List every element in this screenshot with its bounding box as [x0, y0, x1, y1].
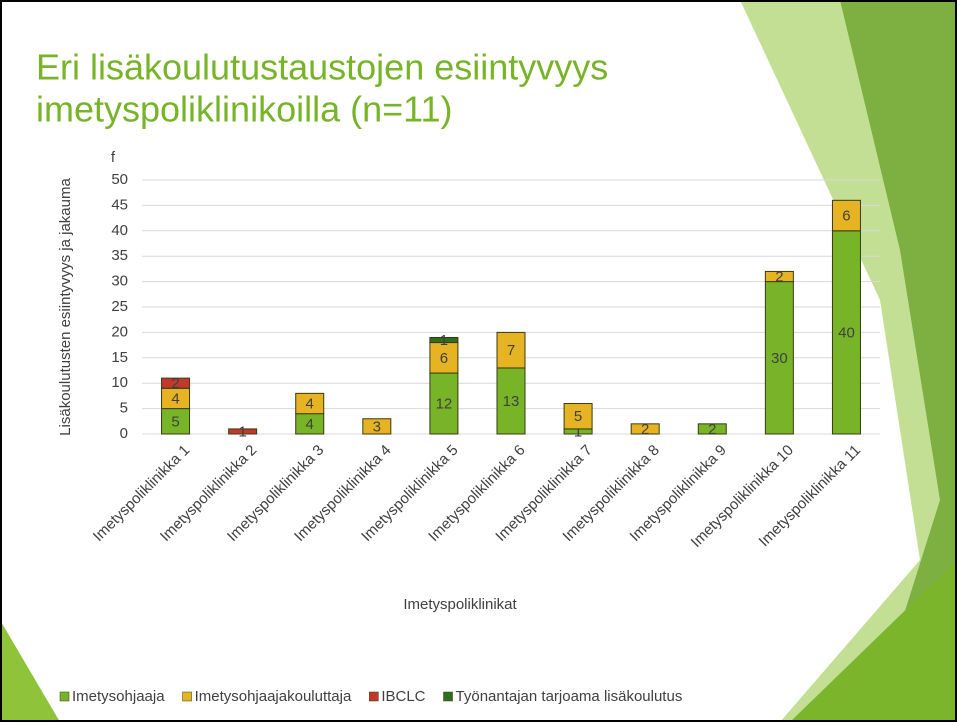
bar-segment: [228, 428, 258, 435]
y-tick-label: 35: [111, 247, 128, 264]
legend-label: Imetysohjaaja: [72, 688, 165, 705]
data-label: 4: [306, 395, 314, 412]
data-label: 1: [238, 423, 246, 440]
decor: [0, 620, 60, 722]
y-tick-label: 40: [111, 222, 128, 239]
data-label: 1: [574, 423, 582, 440]
title-line: imetyspoliklinikoilla (n=11): [36, 89, 453, 130]
data-label: 2: [641, 421, 649, 438]
bar-segment: [362, 418, 392, 435]
data-label: 4: [171, 390, 179, 407]
bar-segment: [295, 392, 325, 415]
legend-swatch: [443, 691, 453, 702]
y-tick-label: 10: [111, 374, 128, 391]
data-label: 2: [171, 375, 179, 392]
data-label: 7: [507, 342, 515, 359]
data-label: 1: [440, 332, 448, 349]
bar-segment: [161, 377, 191, 389]
legend-swatch: [182, 691, 192, 702]
data-label: 4: [306, 416, 314, 433]
y-tick-label: 30: [111, 273, 128, 290]
data-label: 40: [838, 324, 855, 341]
y-tick-label: 15: [111, 349, 128, 366]
bar-segment: [630, 423, 660, 435]
data-label: 30: [771, 350, 788, 367]
data-label: 6: [440, 350, 448, 367]
legend-label: Työnantajan tarjoama lisäkoulutus: [456, 688, 683, 705]
data-label: 5: [171, 413, 179, 430]
data-label: 12: [436, 395, 453, 412]
y-tick-label: 45: [111, 196, 128, 213]
y-tick-label: 20: [111, 323, 128, 340]
decor: [790, 560, 957, 722]
data-label: 2: [775, 268, 783, 285]
bar-segment: [496, 331, 526, 369]
legend-swatch: [59, 691, 70, 702]
data-label: 5: [574, 408, 582, 425]
bar-segment: [429, 342, 459, 374]
bar-segment: [764, 270, 794, 283]
legend-swatch: [369, 691, 379, 702]
data-label: 13: [503, 393, 520, 410]
legend-label: Imetysohjaajakouluttaja: [195, 688, 352, 705]
bar-segment: [429, 372, 459, 435]
data-label: 3: [373, 418, 381, 435]
bar-segment: [764, 281, 794, 435]
data-label: 6: [842, 208, 850, 225]
y-unit-label: f: [111, 149, 116, 166]
legend-label: IBCLC: [381, 688, 425, 705]
y-axis-label: Lisäkoulutusten esiintyvyys ja jakauma: [57, 178, 74, 436]
bar-segment: [831, 199, 861, 232]
data-label: 2: [708, 421, 716, 438]
y-tick-label: 50: [111, 171, 128, 188]
y-tick-label: 0: [120, 425, 128, 442]
bar-segment: [429, 336, 459, 344]
y-tick-label: 25: [111, 298, 128, 315]
title-line: Eri lisäkoulutustaustojen esiintyvyys: [36, 47, 608, 88]
bar-segment: [831, 230, 861, 435]
decor: [840, 0, 957, 722]
bar-segment: [697, 423, 727, 435]
y-tick-label: 5: [120, 400, 128, 417]
x-axis-label: Imetyspoliklinikat: [403, 596, 517, 613]
bar-segment: [563, 403, 593, 430]
